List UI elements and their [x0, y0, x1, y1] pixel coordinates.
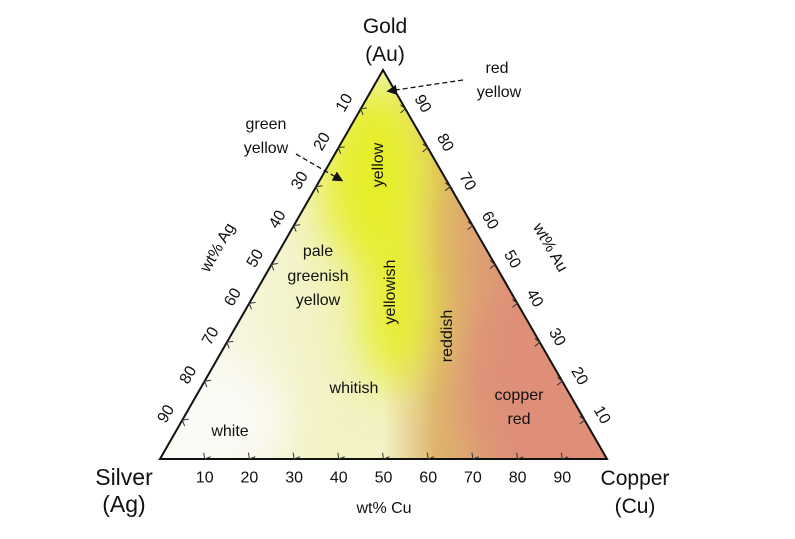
callout-green-yellow-line2: yellow — [244, 140, 289, 157]
tick-label-ag: 10 — [333, 91, 357, 115]
region-copper-red-line2: red — [507, 411, 530, 428]
vertex-copper-symbol: (Cu) — [615, 495, 656, 518]
tick-label-au: 80 — [433, 131, 457, 155]
tick-label-cu: 70 — [464, 470, 482, 487]
tick-label-ag: 30 — [288, 169, 312, 193]
tick-cu — [203, 452, 211, 460]
tick-label-cu: 50 — [375, 470, 393, 487]
tick-label-cu: 40 — [330, 470, 348, 487]
region-whitish: whitish — [329, 380, 379, 397]
vertex-silver-symbol: (Ag) — [102, 491, 145, 517]
tick-label-au: 10 — [590, 403, 614, 427]
region-yellowish: yellowish — [382, 260, 399, 325]
tick-ag — [315, 185, 323, 193]
axis-label-ag: wt% Ag — [197, 220, 239, 276]
tick-cu — [337, 452, 345, 460]
tick-au — [556, 376, 564, 386]
tick-cu — [516, 452, 524, 460]
region-pale-line2: greenish — [287, 268, 348, 285]
region-copper-red-line1: copper — [495, 387, 545, 404]
tick-label-cu: 90 — [553, 470, 571, 487]
tick-cu — [247, 452, 256, 460]
callout-red-yellow-line2: yellow — [477, 84, 522, 101]
vertex-gold-name: Gold — [363, 15, 407, 38]
tick-label-cu: 10 — [196, 470, 214, 487]
tick-label-ag: 80 — [177, 363, 201, 387]
tick-label-ag: 60 — [221, 285, 245, 309]
tick-label-au: 40 — [523, 286, 547, 310]
tick-label-au: 30 — [545, 325, 569, 349]
tick-ag — [203, 379, 212, 388]
tick-ag — [360, 107, 368, 116]
vertex-silver-name: Silver — [95, 464, 153, 490]
tick-marks — [181, 104, 586, 460]
axis-label-au: wt% Au — [529, 220, 571, 276]
callout-green-yellow-line1: green — [246, 116, 287, 133]
callout-green-yellow-arrow — [295, 153, 344, 182]
tick-au — [422, 143, 429, 153]
tick-label-ag: 70 — [199, 324, 223, 348]
tick-label-cu: 20 — [241, 470, 259, 487]
tick-label-au: 90 — [411, 92, 435, 116]
tick-label-ag: 20 — [311, 130, 335, 154]
vertex-copper-name: Copper — [601, 467, 670, 490]
tick-label-au: 60 — [478, 209, 502, 233]
tick-label-ag: 40 — [266, 208, 290, 232]
tick-ag — [293, 224, 301, 232]
tick-label-cu: 60 — [419, 470, 437, 487]
tick-ag — [181, 418, 189, 427]
callout-red-yellow-line1: red — [485, 60, 508, 77]
tick-label-au: 70 — [455, 170, 479, 194]
tick-cu — [382, 452, 390, 460]
tick-au — [512, 299, 519, 308]
region-pale-line1: pale — [303, 243, 333, 260]
tick-label-ag: 90 — [154, 402, 178, 426]
tick-cu — [292, 452, 301, 460]
tick-label-ag: 50 — [244, 246, 268, 270]
tick-ag — [226, 340, 234, 349]
tick-au — [489, 260, 496, 269]
tick-au — [467, 221, 474, 230]
region-yellow: yellow — [370, 142, 387, 187]
tick-au — [400, 104, 407, 114]
tick-au — [444, 182, 452, 192]
tick-ag — [270, 263, 278, 271]
region-white: white — [210, 423, 248, 440]
region-reddish: reddish — [439, 310, 456, 362]
region-pale-line3: yellow — [296, 292, 341, 309]
tick-au — [579, 415, 586, 425]
tick-cu — [471, 452, 480, 460]
tick-label-cu: 80 — [509, 470, 527, 487]
tick-labels: 10 20 30 40 50 60 70 80 90 90 80 70 60 50 40 30 20 10 10 20… — [154, 91, 613, 487]
vertex-gold-symbol: (Au) — [365, 43, 405, 66]
tick-au — [534, 337, 541, 347]
tick-cu — [426, 452, 435, 460]
callout-red-yellow-arrow — [386, 79, 464, 95]
tick-label-au: 50 — [500, 248, 524, 272]
tick-cu — [560, 452, 569, 460]
tick-label-cu: 30 — [285, 470, 303, 487]
tick-ag — [248, 301, 256, 310]
axis-label-cu: wt% Cu — [355, 500, 411, 517]
tick-label-au: 20 — [567, 364, 591, 388]
tick-ag — [337, 146, 345, 154]
